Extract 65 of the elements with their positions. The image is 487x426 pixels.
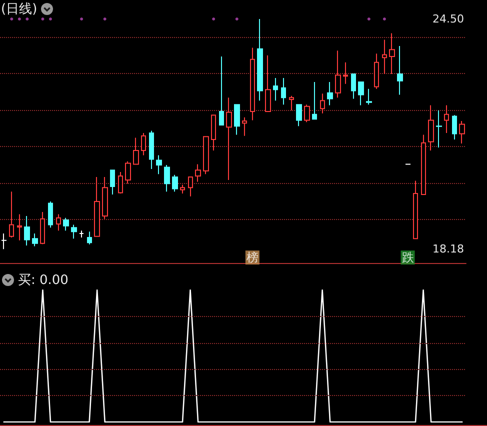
candlestick xyxy=(312,82,317,120)
candlestick xyxy=(335,50,341,98)
candlestick xyxy=(9,191,14,238)
candlestick xyxy=(110,169,115,196)
candlestick xyxy=(234,104,240,136)
candlestick xyxy=(1,233,7,250)
candlestick xyxy=(226,97,232,180)
candlestick xyxy=(436,110,442,148)
candlestick xyxy=(17,214,22,241)
candlestick xyxy=(389,32,395,74)
candlestick xyxy=(211,114,216,151)
candlestick xyxy=(156,154,162,175)
candlestick xyxy=(125,160,131,184)
chart-title: (日线) xyxy=(1,2,38,17)
candlestick xyxy=(118,171,123,194)
candlestick xyxy=(459,120,465,144)
candlestick xyxy=(374,53,379,90)
candlestick xyxy=(327,82,333,106)
candlestick xyxy=(141,132,146,156)
candlestick xyxy=(343,62,348,84)
candlestick xyxy=(32,233,38,247)
candlestick xyxy=(265,54,271,112)
candlestick xyxy=(428,104,434,151)
chart-title: 买: 0.00 xyxy=(18,273,68,288)
candlestick xyxy=(289,95,294,111)
candlestick xyxy=(257,18,263,102)
candlestick xyxy=(273,77,278,102)
data-label: 榜 xyxy=(246,250,258,265)
candlestick xyxy=(195,164,201,182)
candlestick xyxy=(250,47,255,121)
candlestick xyxy=(281,77,286,106)
candlestick xyxy=(56,214,61,232)
candlestick xyxy=(413,180,418,240)
y-tick-label: 24.50 xyxy=(432,12,464,26)
candlestick xyxy=(358,81,364,106)
candlestick xyxy=(164,164,170,192)
candlestick xyxy=(296,104,302,127)
candlestick xyxy=(133,137,139,166)
candlestick xyxy=(102,176,108,220)
candlestick xyxy=(180,184,185,194)
candlestick xyxy=(71,224,77,240)
candlestick xyxy=(219,56,224,126)
candlestick xyxy=(351,73,356,100)
candlestick xyxy=(304,104,310,123)
candlestick xyxy=(421,134,426,196)
candlestick xyxy=(79,230,84,238)
candlestick xyxy=(397,45,403,96)
candlestick xyxy=(452,114,457,140)
candlestick xyxy=(366,88,372,106)
candlestick xyxy=(444,104,449,134)
candlestick xyxy=(24,216,30,246)
candlestick xyxy=(242,116,247,136)
candlestick xyxy=(382,39,387,74)
candlestick xyxy=(320,93,325,114)
candlestick xyxy=(87,231,92,245)
y-tick-label: 18.18 xyxy=(432,242,464,256)
candlestick xyxy=(149,130,154,170)
candlestick xyxy=(203,136,209,175)
candlestick xyxy=(188,176,193,197)
candlestick xyxy=(40,212,45,245)
candlestick xyxy=(63,217,69,232)
candlestick xyxy=(48,200,53,228)
candlestick xyxy=(94,176,100,238)
data-label: 跌 xyxy=(402,250,414,265)
candlestick xyxy=(172,174,178,192)
